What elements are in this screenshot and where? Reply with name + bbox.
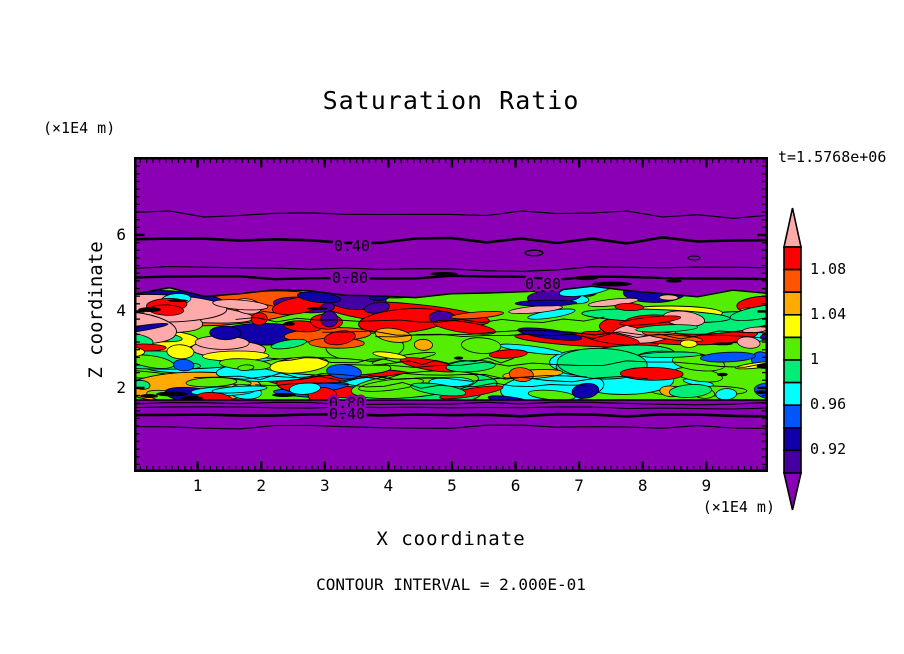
colorbar-tick-label: 0.96: [810, 395, 847, 414]
contour-label: 0.80: [525, 275, 561, 293]
y-tick-label: 6: [116, 224, 126, 244]
x-tick-label: 4: [383, 476, 394, 495]
y-tick-label: 4: [116, 301, 126, 321]
x-tick-label: 1: [192, 476, 203, 495]
contour-labels: 0.400.80 0.800.800.40: [326, 235, 563, 426]
x-axis-unit-label: (×1E4 m): [702, 498, 775, 516]
colorbar-segment: [783, 427, 802, 452]
colorbar-segment: [783, 336, 802, 361]
contour-label: 0.40: [329, 405, 365, 423]
saturation-band: [134, 286, 768, 400]
x-tick-label: 3: [319, 476, 330, 495]
lower-contour-lines: [133, 401, 769, 430]
colorbar-segment: [783, 359, 802, 384]
plot-border: [133, 156, 769, 473]
time-annotation: t=1.5768e+06: [778, 148, 887, 166]
colorbar-below-arrow: [782, 472, 803, 511]
contour-plot-svg: 0.400.80 0.800.800.40: [133, 156, 769, 473]
colorbar-tick-label: 1: [810, 350, 820, 368]
colorbar-above-arrow: [783, 207, 802, 248]
x-tick-label: 2: [256, 476, 266, 495]
colorbar-segment: [783, 381, 802, 407]
contour-dash-marks: [140, 272, 682, 400]
contour-plot-area: 0.40 0.80 0.80 0.80 0.40: [133, 156, 769, 473]
upper-contour-lines: [133, 210, 769, 281]
colorbar-segment: [783, 246, 802, 271]
x-tick-label: 5: [447, 476, 457, 495]
colorbar-tick-label: 1.08: [810, 259, 847, 278]
y-tick-label: 2: [116, 377, 126, 397]
colorbar-segment: [783, 449, 802, 474]
x-tick-label: 8: [637, 476, 648, 495]
colorbar-tick-label: 1.04: [810, 304, 847, 323]
colorbar: [779, 203, 839, 518]
colorbar-segment: [783, 291, 802, 316]
x-tick-label: 6: [510, 476, 521, 495]
colorbar-segment: [783, 268, 802, 293]
colorbar-segment: [783, 314, 802, 339]
contour-interval-label: CONTOUR INTERVAL = 2.000E-01: [316, 575, 586, 594]
colorbar-tick-label: 0.92: [810, 440, 847, 459]
contour-label: 0.80: [332, 269, 368, 287]
colorbar-segment: [783, 404, 802, 429]
plot-title: Saturation Ratio: [322, 86, 580, 115]
x-tick-label: 9: [701, 476, 712, 495]
colorbar-svg: [782, 207, 803, 511]
axis-ticks: [135, 157, 767, 471]
y-axis-unit-label: (×1E4 m): [43, 119, 116, 137]
x-tick-label: 7: [574, 476, 584, 495]
contour-label: 0.40: [334, 237, 370, 255]
x-axis-title: X coordinate: [376, 528, 526, 550]
contour-label: 0.80: [329, 394, 365, 412]
